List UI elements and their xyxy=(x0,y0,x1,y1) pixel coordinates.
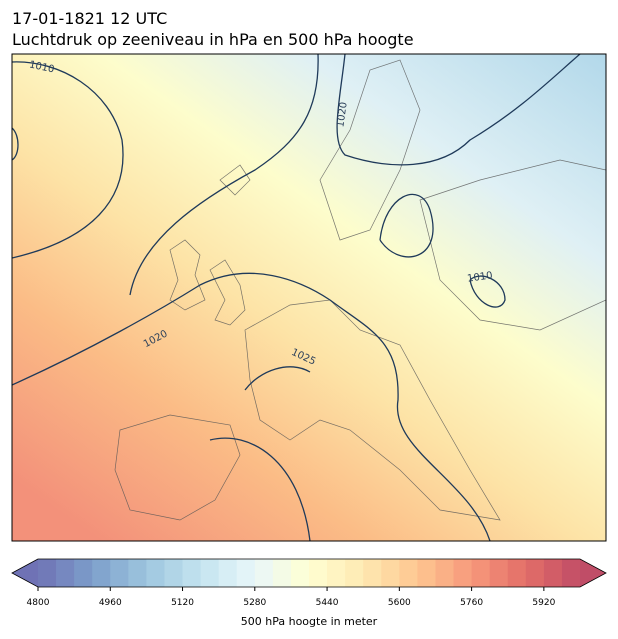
colorbar-segment xyxy=(92,559,111,587)
isobars xyxy=(12,54,581,541)
colorbar-tick-label: 5280 xyxy=(243,598,266,608)
colorbar-tick-label: 5760 xyxy=(460,598,483,608)
colorbar-segment xyxy=(128,559,147,587)
title-line: Luchtdruk op zeeniveau in hPa en 500 hPa… xyxy=(12,30,414,49)
map-frame xyxy=(11,53,607,542)
colorbar-segment xyxy=(543,559,563,587)
colorbar-segment xyxy=(74,559,93,587)
colorbar-segment xyxy=(254,559,274,587)
colorbar-segment xyxy=(182,559,202,587)
colorbar-segment xyxy=(290,559,310,587)
contour-label: 1020 xyxy=(335,101,349,128)
colorbar-segment xyxy=(561,559,581,587)
colorbar-tick-label: 5440 xyxy=(316,598,339,608)
colorbar-segment xyxy=(345,559,364,587)
colorbar-segment xyxy=(471,559,491,587)
colorbar-segment xyxy=(381,559,400,587)
colorbar-segment xyxy=(525,559,545,587)
colorbar-segment xyxy=(417,559,436,587)
colorbar-segment xyxy=(399,559,418,587)
title-line: 17-01-1821 12 UTC xyxy=(12,9,167,28)
colorbar-segment xyxy=(327,559,346,587)
colorbar-tick-label: 5920 xyxy=(532,598,555,608)
colorbar-segment xyxy=(435,559,455,587)
colorbar-extend-high xyxy=(580,559,606,587)
colorbar-tick-label: 4960 xyxy=(99,598,122,608)
map: 1010 1020 1010 1020 1025 xyxy=(12,54,606,541)
contour-label: 1010 xyxy=(28,59,55,75)
colorbar-segment xyxy=(272,559,292,587)
height-field xyxy=(12,54,606,541)
colorbar-segment xyxy=(236,559,256,587)
colorbar-tick-label: 4800 xyxy=(27,598,50,608)
colorbar: 4800 4960 5120 5280 5440 5600 5760 5920 xyxy=(11,558,607,608)
colorbar-segment xyxy=(218,559,238,587)
colorbar-extend-low xyxy=(12,559,38,587)
colorbar-label: 500 hPa hoogte in meter xyxy=(241,615,378,628)
colorbar-tick-label: 5600 xyxy=(388,598,411,608)
contour-label: 1010 xyxy=(467,270,494,284)
colorbar-segment xyxy=(200,559,220,587)
colorbar-segment xyxy=(363,559,382,587)
colorbar-outline xyxy=(11,558,607,588)
coastlines xyxy=(114,59,606,521)
colorbar-segment xyxy=(56,559,75,587)
colorbar-segment xyxy=(309,559,328,587)
colorbar-segment xyxy=(110,559,129,587)
colorbar-tick-label: 5120 xyxy=(171,598,194,608)
colorbar-segment xyxy=(453,559,473,587)
colorbar-segment xyxy=(507,559,527,587)
colorbar-segment xyxy=(164,559,184,587)
colorbar-segment xyxy=(38,559,57,587)
colorbar-segment xyxy=(489,559,509,587)
colorbar-segment xyxy=(146,559,165,587)
